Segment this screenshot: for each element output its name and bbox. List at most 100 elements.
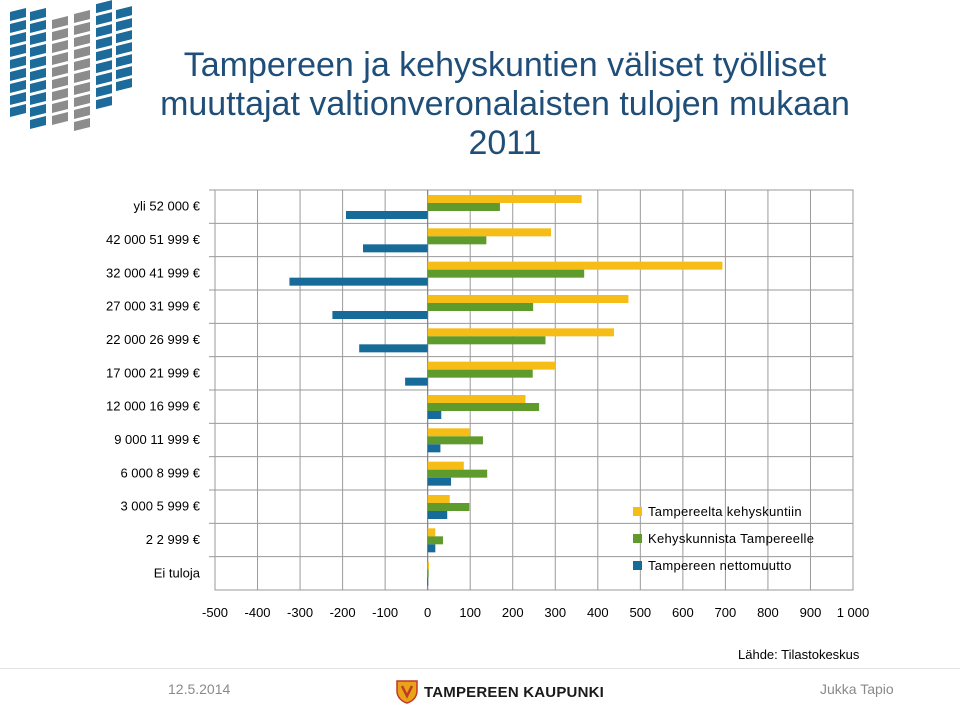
bar-2 (427, 536, 443, 545)
logo-tile (10, 104, 26, 118)
category-label: 12 000 16 999 € (106, 399, 201, 414)
logo-tile (52, 76, 68, 90)
logo-tile (30, 80, 46, 94)
legend-swatch (633, 507, 642, 516)
logo-tile (30, 92, 46, 106)
footer-date: 12.5.2014 (168, 681, 231, 697)
bar-1 (427, 428, 471, 437)
legend-label: Tampereen nettomuutto (648, 558, 792, 573)
bar-1 (427, 561, 429, 570)
logo-tile (116, 78, 132, 92)
logo-tile (74, 118, 90, 132)
logo-tile (52, 112, 68, 126)
category-label: 3 000 5 999 € (120, 499, 200, 514)
logo-tile (10, 80, 26, 94)
logo-tile (74, 106, 90, 120)
logo-tile (74, 70, 90, 84)
bar-1 (427, 495, 450, 503)
bar-3 (346, 211, 428, 219)
logo-tile (96, 72, 112, 86)
source-note: Lähde: Tilastokeskus (738, 647, 860, 662)
category-label: yli 52 000 € (134, 199, 201, 214)
bar-1 (427, 361, 556, 370)
bar-2 (427, 336, 546, 345)
logo-tile (10, 20, 26, 34)
bar-1 (427, 195, 582, 203)
logo-tile (96, 84, 112, 98)
x-tick-label: -200 (330, 605, 356, 620)
bar-3 (405, 377, 428, 386)
footer-divider (0, 668, 960, 669)
logo-tile (30, 116, 46, 130)
chart-title: Tampereen ja kehyskuntien väliset työlli… (150, 46, 860, 163)
bar-2 (427, 469, 488, 478)
logo-tile (52, 64, 68, 78)
logo-tile (30, 104, 46, 118)
logo-tile (116, 30, 132, 44)
bar-2 (427, 203, 500, 211)
logo-tile (52, 100, 68, 114)
logo-tile (96, 36, 112, 50)
x-tick-label: 900 (800, 605, 822, 620)
logo-tile (96, 24, 112, 38)
bar-1 (427, 461, 464, 470)
bar-3 (427, 444, 441, 453)
category-label: 42 000 51 999 € (106, 232, 201, 247)
bar-2 (427, 569, 429, 578)
x-tick-label: 500 (629, 605, 651, 620)
bar-1 (427, 295, 629, 303)
category-label: Ei tuloja (154, 565, 201, 580)
title-line-2: muuttajat valtionveronalaisten tulojen m… (160, 85, 850, 123)
category-label: 2 2 999 € (146, 532, 201, 547)
tampere-coat-of-arms-icon (396, 680, 418, 704)
logo-tile (30, 44, 46, 58)
category-label: 9 000 11 999 € (114, 432, 201, 447)
title-line-3: 2011 (468, 124, 542, 162)
logo-tile (52, 40, 68, 54)
x-tick-label: -100 (372, 605, 398, 620)
bar-2 (427, 236, 487, 245)
x-tick-label: -500 (202, 605, 228, 620)
logo-tile (96, 0, 112, 14)
x-tick-label: 800 (757, 605, 779, 620)
legend-swatch (633, 561, 642, 570)
logo-tile (116, 66, 132, 80)
bar-3 (363, 244, 428, 253)
title-line-1: Tampereen ja kehyskuntien väliset työlli… (183, 46, 827, 84)
bar-3 (359, 344, 428, 353)
logo-tile (74, 22, 90, 36)
logo-tile (10, 92, 26, 106)
logo-tile (96, 96, 112, 110)
bar-3 (427, 411, 442, 419)
logo-tile (52, 52, 68, 66)
bar-3 (289, 277, 428, 286)
logo-tile (30, 68, 46, 82)
category-label: 27 000 31 999 € (106, 299, 201, 314)
logo-tile (74, 34, 90, 48)
logo-tile (52, 28, 68, 42)
footer-author: Jukka Tapio (820, 681, 894, 697)
bar-2 (427, 269, 585, 278)
logo-tile (10, 44, 26, 58)
logo-tile (30, 32, 46, 46)
logo-tile (116, 18, 132, 32)
wave-grid-logo-icon (10, 0, 132, 132)
category-label: 17 000 21 999 € (106, 365, 201, 380)
logo-tile (52, 16, 68, 30)
logo-tile (74, 94, 90, 108)
bar-2 (427, 369, 533, 378)
logo-tile (74, 10, 90, 24)
logo-tile (116, 6, 132, 20)
bar-2 (427, 436, 483, 445)
bar-1 (427, 328, 614, 337)
category-label: 32 000 41 999 € (106, 265, 201, 280)
category-label: 22 000 26 999 € (106, 332, 201, 347)
bar-2 (427, 303, 534, 311)
logo-tile (74, 82, 90, 96)
x-tick-label: 700 (715, 605, 737, 620)
x-tick-label: 1 000 (837, 605, 870, 620)
bar-3 (332, 311, 428, 319)
logo-tile (30, 8, 46, 22)
logo-tile (116, 42, 132, 56)
logo-tile (96, 48, 112, 62)
